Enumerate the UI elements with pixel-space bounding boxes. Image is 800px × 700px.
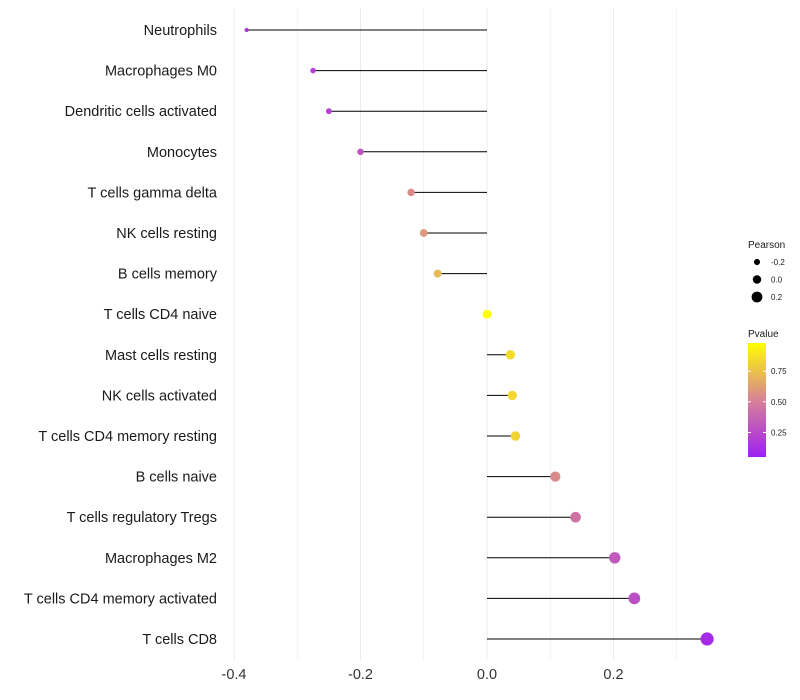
category-label: T cells CD4 memory activated — [24, 591, 217, 607]
lollipop-point — [550, 471, 561, 482]
category-label: T cells CD4 memory resting — [38, 429, 217, 445]
category-labels: Neutrophils Macrophages M0 Dendritic cells… — [24, 23, 218, 648]
size-legend-label: 0.0 — [771, 276, 783, 285]
lollipop-points — [244, 27, 714, 646]
category-label: T cells CD8 — [142, 632, 217, 648]
lollipop-point — [357, 148, 364, 156]
category-label: Monocytes — [147, 145, 217, 161]
size-legend-dot — [753, 258, 761, 266]
lollipop-point — [244, 27, 249, 33]
color-legend-label: 0.75 — [771, 367, 787, 376]
size-legend-title: Pearson — [748, 240, 785, 251]
category-label: NK cells resting — [116, 226, 217, 242]
color-legend-ticks: 0.25 0.50 0.75 — [748, 367, 787, 437]
category-label: B cells memory — [118, 267, 218, 283]
lollipop-point — [419, 229, 428, 237]
lollipop-point — [700, 632, 714, 646]
size-legend-label: -0.2 — [771, 258, 785, 267]
size-legend-label: 0.2 — [771, 293, 783, 302]
lollipop-point — [505, 350, 516, 360]
size-legend-dot — [751, 291, 763, 303]
category-label: Dendritic cells activated — [65, 104, 217, 120]
category-label: Macrophages M0 — [105, 64, 217, 80]
grid-lines — [233, 8, 678, 660]
x-tick-label: 0.2 — [603, 667, 623, 683]
category-label: Mast cells resting — [105, 348, 217, 364]
lollipop-point — [310, 67, 316, 74]
category-label: Neutrophils — [144, 23, 217, 39]
x-axis-ticks: -0.4 -0.2 0.0 0.2 — [222, 667, 624, 683]
size-legend-dot — [752, 275, 762, 284]
color-legend-bar — [748, 343, 766, 457]
lollipop-stems — [246, 29, 708, 640]
legend: Pearson -0.2 0.0 0.2 Pvalue 0.25 0.50 0.75 — [748, 240, 787, 457]
x-tick-label: -0.4 — [222, 667, 247, 683]
category-label: T cells regulatory Tregs — [67, 510, 217, 526]
lollipop-point — [570, 511, 581, 523]
lollipop-point — [325, 108, 332, 115]
lollipop-point — [433, 269, 442, 278]
color-legend-label: 0.25 — [771, 428, 787, 437]
category-label: B cells naive — [136, 470, 217, 486]
lollipop-point — [507, 390, 517, 401]
category-label: NK cells activated — [102, 388, 217, 404]
lollipop-point — [482, 309, 492, 319]
color-legend-label: 0.50 — [771, 398, 787, 407]
category-label: T cells gamma delta — [88, 185, 218, 201]
color-legend-title: Pvalue — [748, 329, 779, 340]
size-legend-items: -0.2 0.0 0.2 — [751, 258, 785, 303]
lollipop-point — [407, 188, 415, 197]
lollipop-point — [628, 592, 641, 605]
category-label: Macrophages M2 — [105, 551, 217, 567]
lollipop-point — [510, 431, 521, 441]
x-tick-label: 0.0 — [477, 667, 497, 683]
x-tick-label: -0.2 — [348, 667, 373, 683]
lollipop-point — [609, 552, 621, 564]
category-label: T cells CD4 naive — [104, 307, 217, 323]
